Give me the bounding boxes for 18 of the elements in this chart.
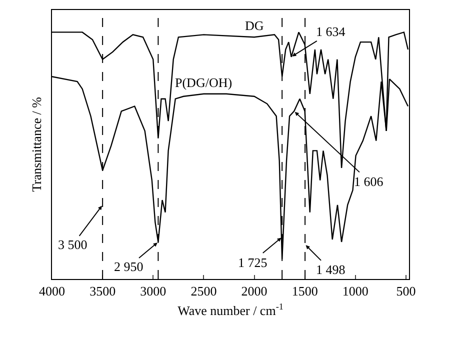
x-tick-label: 1000 [342,284,368,299]
annotation: 1 606 [354,174,384,189]
x-tick-label: 2500 [190,284,217,299]
x-tick-label: 2000 [241,284,268,299]
y-axis-title: Transmittance / % [28,96,44,192]
x-axis-title: Wave number / cm$^{-1}$ [178,302,284,318]
annotation: 1 725 [238,255,268,270]
annotation: 1 634 [316,24,346,39]
series-label: DG [245,18,264,33]
x-tick-label: 4000 [39,284,65,299]
x-tick-label: 1500 [292,284,318,299]
annotation: 2 950 [114,259,144,274]
annotation: 1 498 [316,262,346,277]
x-tick-label: 3000 [140,284,166,299]
x-tick-label: 500 [396,284,416,299]
x-tick-label: 3500 [90,284,116,299]
series-label: P(DG/OH) [175,75,232,90]
annotation: 3 500 [58,237,88,252]
